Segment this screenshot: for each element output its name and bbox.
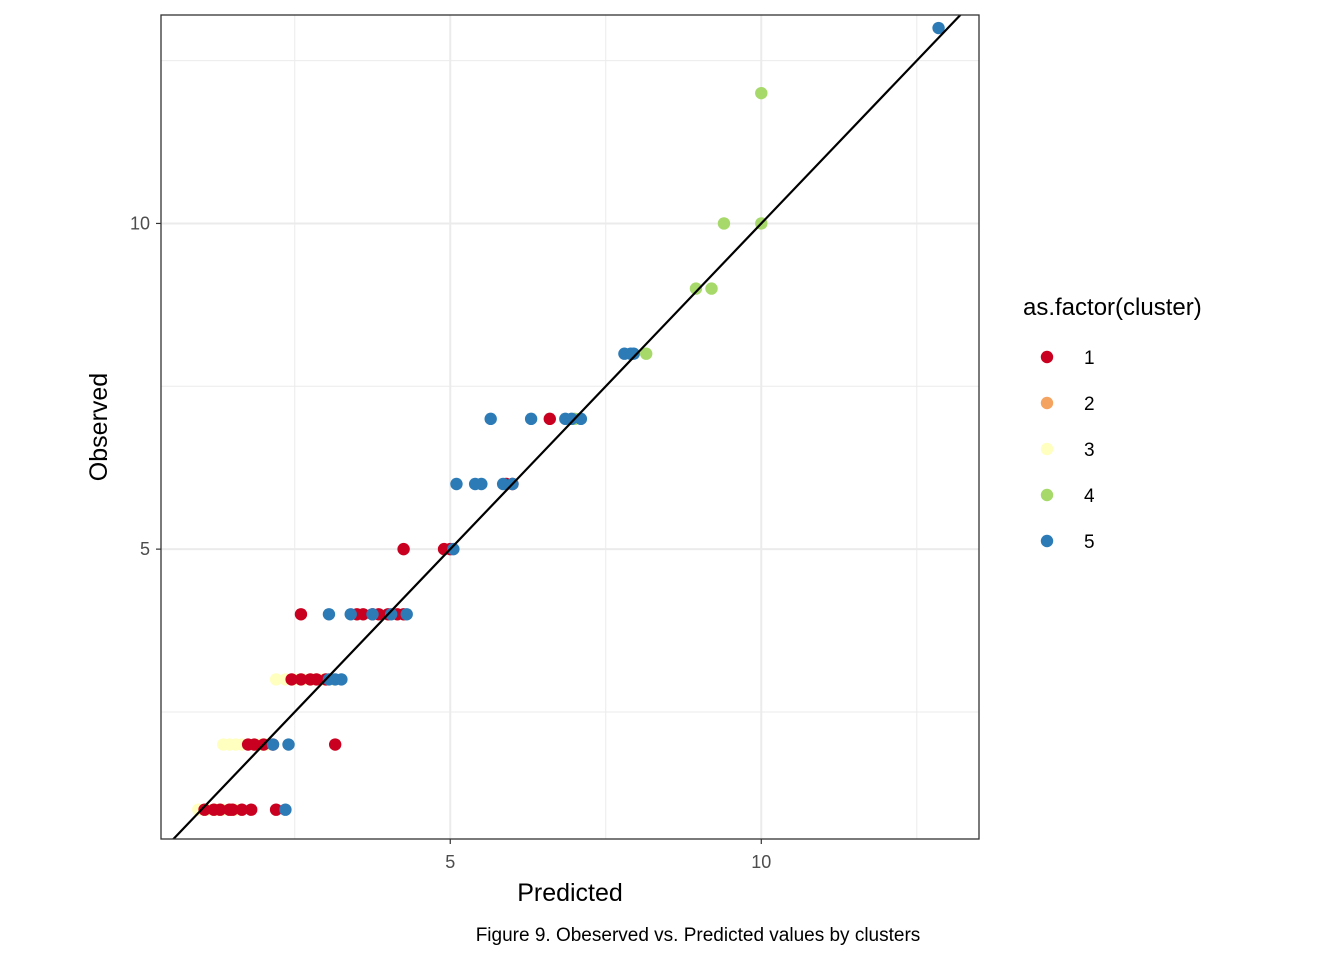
data-point-cluster-5 — [344, 608, 357, 621]
data-point-cluster-1 — [226, 803, 239, 816]
x-tick-label: 5 — [445, 852, 455, 872]
legend-title: as.factor(cluster) — [1023, 294, 1202, 321]
y-tick-label: 10 — [130, 213, 150, 233]
legend-label-4: 4 — [1084, 486, 1095, 507]
data-point-cluster-4 — [640, 347, 653, 360]
data-point-cluster-5 — [475, 477, 488, 491]
data-point-cluster-1 — [269, 803, 283, 816]
data-point-cluster-5 — [447, 542, 460, 556]
data-point-cluster-4 — [717, 217, 731, 230]
legend-key-1 — [1040, 350, 1054, 364]
data-point-cluster-5 — [279, 803, 292, 816]
panel-border — [160, 14, 980, 840]
data-point-cluster-5 — [400, 608, 413, 621]
y-tick-label: 5 — [140, 539, 150, 559]
data-point-cluster-1 — [328, 738, 342, 751]
data-point-cluster-1 — [198, 803, 211, 816]
data-point-cluster-1 — [213, 803, 227, 816]
data-point-cluster-5 — [524, 412, 538, 426]
data-point-cluster-1 — [310, 673, 323, 686]
figure-caption: Figure 9. Obeserved vs. Predicted values… — [476, 925, 921, 946]
data-point-cluster-5 — [565, 412, 578, 426]
legend-label-2: 2 — [1084, 394, 1095, 415]
data-point-cluster-5 — [932, 21, 945, 35]
data-point-cluster-3 — [269, 673, 283, 686]
data-point-cluster-4 — [755, 86, 768, 100]
data-point-cluster-1 — [397, 542, 410, 556]
data-point-cluster-1 — [294, 673, 308, 686]
data-point-cluster-5 — [266, 738, 280, 751]
data-point-cluster-5 — [627, 347, 640, 360]
data-point-cluster-1 — [285, 673, 298, 686]
legend-items: 1 2 3 4 5 — [1040, 348, 1095, 553]
data-point-cluster-5 — [335, 673, 348, 686]
legend-key-2 — [1040, 396, 1054, 410]
data-point-cluster-5 — [574, 412, 588, 426]
x-axis-title: Predicted — [517, 879, 623, 907]
data-point-cluster-5 — [450, 477, 463, 491]
data-point-cluster-5 — [384, 608, 398, 621]
legend-label-3: 3 — [1084, 440, 1095, 461]
data-point-cluster-1 — [244, 803, 258, 816]
reference-line — [171, 15, 962, 839]
y-axis-title: Observed — [85, 373, 113, 481]
data-point-cluster-5 — [282, 738, 295, 751]
data-point-cluster-5 — [484, 412, 497, 426]
legend-key-5 — [1040, 534, 1054, 548]
data-point-cluster-5 — [366, 608, 379, 621]
legend-key-4 — [1040, 488, 1054, 502]
legend-label-1: 1 — [1084, 348, 1095, 369]
legend: as.factor(cluster) 1 2 3 4 5 — [1023, 294, 1202, 553]
data-point-cluster-1 — [543, 412, 556, 426]
data-point-cluster-1 — [235, 803, 249, 816]
legend-key-3 — [1040, 442, 1054, 456]
data-point-cluster-5 — [496, 477, 510, 491]
data-point-cluster-5 — [322, 608, 336, 621]
legend-label-5: 5 — [1084, 532, 1095, 553]
axis-ticks: 5 10 5 10 — [130, 213, 771, 872]
grid-lines — [161, 15, 979, 839]
data-point-cluster-1 — [248, 738, 261, 751]
panel-background — [161, 15, 979, 839]
data-point-cluster-4 — [705, 282, 718, 295]
data-point-cluster-1 — [356, 608, 370, 621]
x-tick-label: 10 — [751, 852, 771, 872]
data-point-cluster-1 — [294, 608, 308, 621]
data-point-cluster-4 — [689, 282, 703, 295]
